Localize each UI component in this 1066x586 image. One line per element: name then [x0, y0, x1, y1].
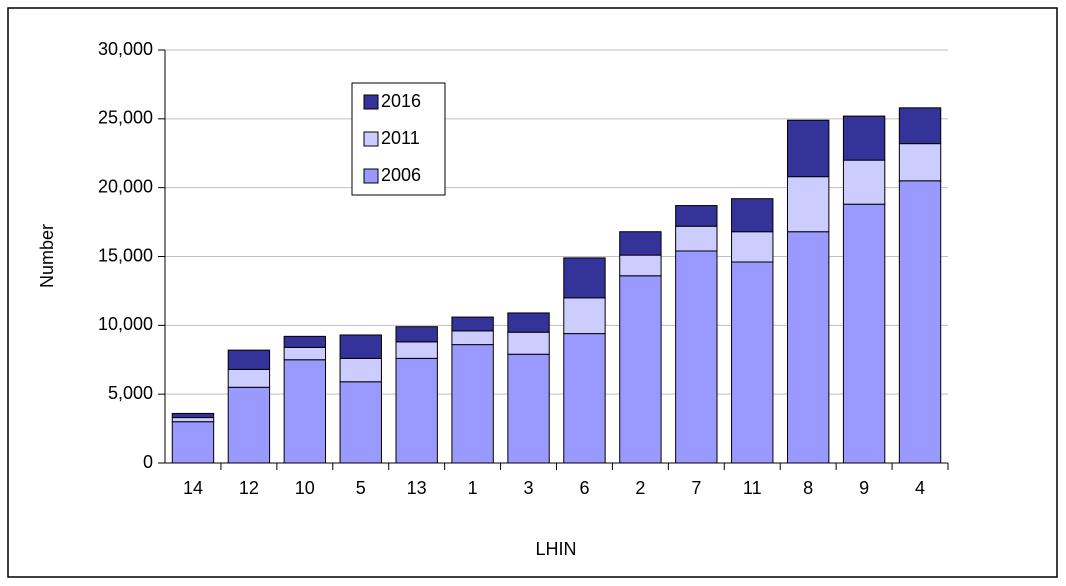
x-tick-label: 5	[356, 478, 366, 498]
x-axis-label: LHIN	[535, 539, 576, 559]
bar-segment	[786, 119, 830, 178]
bar-segment	[227, 368, 271, 388]
bar-segment	[395, 341, 438, 359]
x-tick-label: 8	[803, 478, 813, 498]
bar-segment	[675, 205, 718, 227]
x-tick-label: 4	[915, 478, 925, 498]
bar-segment	[675, 225, 718, 252]
legend-label: 2011	[381, 128, 420, 148]
bar-segment	[283, 335, 327, 348]
bar-segment	[619, 275, 662, 464]
y-axis-label: Number	[37, 224, 57, 288]
bar-segment	[507, 353, 550, 464]
bar-segment	[227, 386, 271, 464]
legend-label: 2016	[381, 91, 421, 111]
bar-segment	[507, 331, 550, 355]
bar-segment	[171, 412, 215, 419]
bar-segment	[451, 344, 494, 464]
x-tick-label: 7	[691, 478, 701, 498]
bar-segment	[786, 176, 830, 233]
y-tick-label: 10,000	[98, 314, 153, 334]
bar-segment	[619, 231, 662, 256]
legend-swatch	[363, 131, 379, 147]
bar-segment	[451, 330, 494, 346]
bar-segment	[563, 257, 606, 299]
x-tick-label: 3	[524, 478, 534, 498]
bar-segment	[842, 159, 886, 205]
bar-segment	[619, 254, 662, 277]
x-tick-label: 11	[743, 478, 762, 498]
x-tick-label: 6	[579, 478, 589, 498]
x-tick-label: 9	[859, 478, 869, 498]
bar-segment	[339, 334, 382, 359]
bar-segment	[395, 326, 438, 343]
bar-segment	[171, 417, 215, 423]
bar-segment	[507, 312, 550, 333]
legend-label: 2006	[381, 165, 421, 185]
bar-segment	[898, 180, 942, 464]
bar-segment	[731, 231, 774, 263]
bar-segment	[786, 231, 830, 464]
bar-segment	[675, 250, 718, 464]
bar-segment	[563, 333, 606, 464]
bar-segment	[842, 203, 886, 464]
bar-segment	[731, 261, 774, 464]
bar-segment	[283, 346, 327, 361]
bar-segment	[842, 115, 886, 161]
y-tick-label: 25,000	[98, 108, 153, 128]
bar-segment	[339, 357, 382, 383]
bar-segment	[898, 107, 942, 145]
x-tick-label: 1	[468, 478, 478, 498]
y-tick-label: 0	[143, 452, 153, 472]
legend-swatch	[363, 94, 379, 110]
y-tick-label: 5,000	[108, 383, 153, 403]
bar-segment	[731, 198, 774, 233]
x-tick-label: 13	[407, 478, 427, 498]
bar-segment	[339, 381, 382, 464]
x-tick-label: 10	[295, 478, 315, 498]
bar-segment	[171, 421, 215, 464]
bar-segment	[451, 316, 494, 332]
bar-segment	[898, 143, 942, 182]
y-tick-label: 30,000	[98, 39, 153, 59]
x-tick-label: 14	[183, 478, 203, 498]
bar-segment	[563, 297, 606, 335]
x-tick-label: 2	[635, 478, 645, 498]
bar-segment	[283, 359, 327, 464]
y-tick-label: 20,000	[98, 176, 153, 196]
y-tick-label: 15,000	[98, 245, 153, 265]
bar-segment	[395, 357, 438, 464]
bar-segment	[227, 349, 271, 370]
x-tick-label: 12	[239, 478, 259, 498]
legend-swatch	[363, 168, 379, 184]
